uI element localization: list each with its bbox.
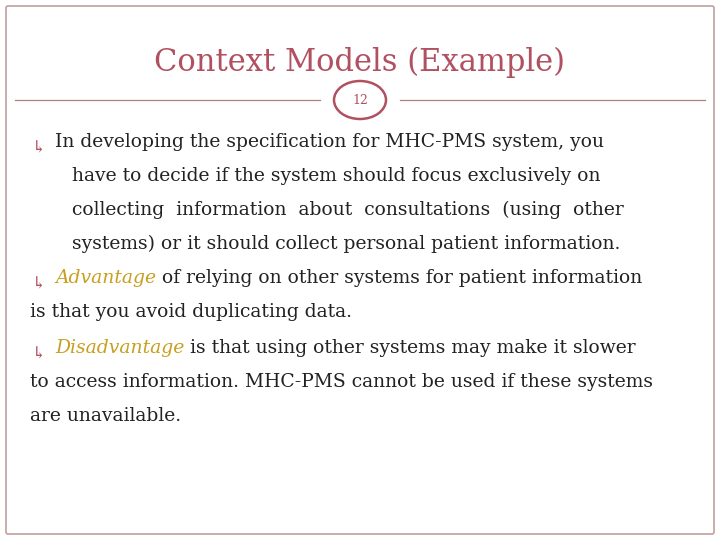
Text: Disadvantage: Disadvantage bbox=[55, 339, 184, 357]
Text: In developing the specification for MHC-PMS system, you: In developing the specification for MHC-… bbox=[55, 133, 604, 151]
Text: ↰: ↰ bbox=[25, 269, 39, 287]
FancyBboxPatch shape bbox=[6, 6, 714, 534]
Text: have to decide if the system should focus exclusively on: have to decide if the system should focu… bbox=[72, 167, 600, 185]
Text: 12: 12 bbox=[352, 93, 368, 106]
Text: is that you avoid duplicating data.: is that you avoid duplicating data. bbox=[30, 303, 352, 321]
Text: to access information. MHC-PMS cannot be used if these systems: to access information. MHC-PMS cannot be… bbox=[30, 373, 653, 391]
Text: is that using other systems may make it slower: is that using other systems may make it … bbox=[184, 339, 636, 357]
Text: collecting  information  about  consultations  (using  other: collecting information about consultatio… bbox=[72, 201, 624, 219]
Text: of relying on other systems for patient information: of relying on other systems for patient … bbox=[156, 269, 642, 287]
Text: ↰: ↰ bbox=[25, 133, 39, 151]
Text: Context Models (Example): Context Models (Example) bbox=[155, 46, 565, 78]
Text: systems) or it should collect personal patient information.: systems) or it should collect personal p… bbox=[72, 235, 621, 253]
Text: ↰: ↰ bbox=[25, 340, 39, 356]
Text: Advantage: Advantage bbox=[55, 269, 156, 287]
Ellipse shape bbox=[334, 81, 386, 119]
Text: are unavailable.: are unavailable. bbox=[30, 407, 181, 425]
